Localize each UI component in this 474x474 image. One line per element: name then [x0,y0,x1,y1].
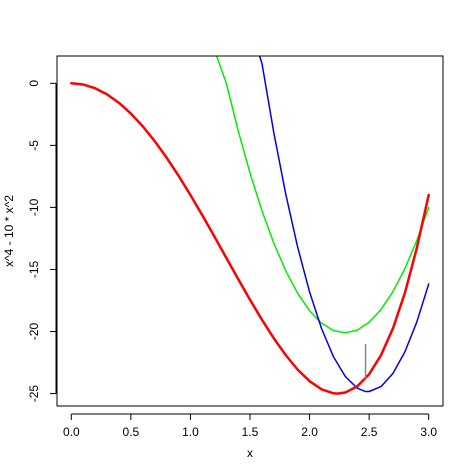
y-tick-label: -25 [27,385,41,403]
y-tick-label: -5 [27,140,41,151]
y-tick-label: -20 [27,323,41,341]
series-line [258,56,430,393]
y-axis: 0 -5 -10 -15 -20 -25 [27,80,57,403]
y-tick-label: 0 [27,80,41,87]
x-tick-label: 2.0 [301,425,318,439]
x-tick-label: 3.0 [420,425,437,439]
x-axis: 0.0 0.5 1.0 1.5 2.0 2.5 3.0 [63,413,437,439]
x-axis-label: x [247,446,253,460]
x-tick-label: 0.0 [63,425,80,439]
curves-layer [70,56,430,395]
y-tick-label: -10 [27,198,41,216]
series-line [70,82,430,395]
series-line [215,56,430,334]
x-tick-label: 1.0 [182,425,199,439]
plot-box [56,55,444,407]
x-tick-label: 0.5 [123,425,140,439]
y-axis-label: x^4 - 10 * x^2 [2,195,16,267]
x-tick-label: 1.5 [242,425,259,439]
y-tick-label: -15 [27,260,41,278]
x-tick-label: 2.5 [361,425,378,439]
